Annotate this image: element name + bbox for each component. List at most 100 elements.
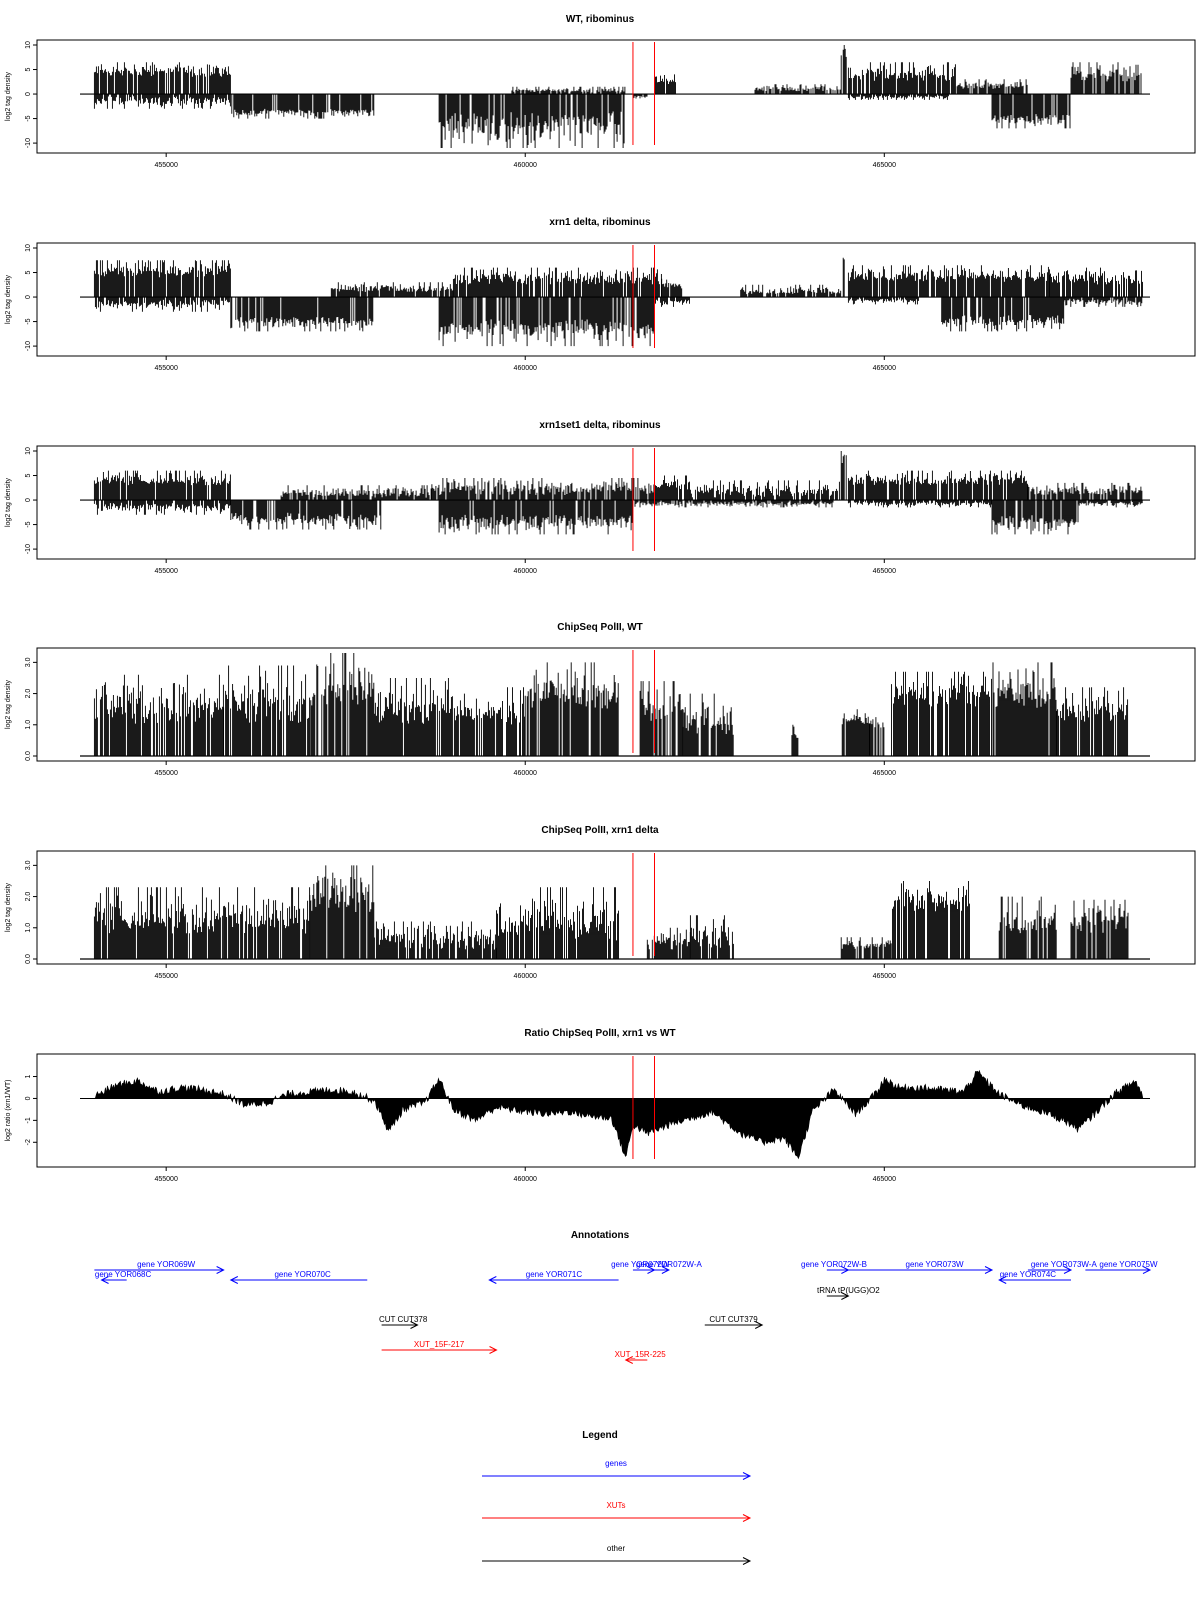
x-tick-label: 455000 (154, 1176, 177, 1183)
legend-panel: Legend genes XUTs other (482, 1430, 752, 1565)
data-bars (93, 94, 231, 109)
track-panel: xrn1set1 delta, ribominus log2 tag densit… (5, 420, 1196, 575)
x-tick-label: 465000 (873, 568, 896, 575)
plot-frame (36, 445, 1196, 560)
y-tick-label: -5 (25, 318, 32, 324)
data-bars (847, 62, 956, 94)
track-title: xrn1set1 delta, ribominus (539, 420, 661, 431)
arrow-head (624, 1356, 633, 1364)
annotation-label: XUT_15R-225 (615, 1350, 667, 1359)
data-bars (689, 480, 840, 500)
annotation-label: tRNA tP(UGG)O2 (817, 1286, 880, 1295)
annotation-label: CUT CUT379 (709, 1315, 758, 1324)
x-tick-label: 455000 (154, 568, 177, 575)
ratio-area (94, 1069, 1144, 1160)
x-tick-label: 460000 (514, 568, 537, 575)
track-panel: WT, ribominus log2 tag density -10 -5 0 5 10 45… (5, 14, 1196, 169)
y-tick-label: 5 (25, 67, 32, 71)
arrow-head (410, 1321, 419, 1329)
track-title: ChipSeq PolII, WT (557, 622, 643, 633)
series-bars (93, 257, 1143, 297)
y-tick-label: 3.0 (25, 860, 32, 870)
data-bars (841, 709, 870, 756)
arrow-head (489, 1346, 498, 1354)
data-bars (840, 451, 847, 500)
data-bars (634, 500, 676, 508)
data-bars (1063, 297, 1143, 307)
data-bars (231, 94, 375, 119)
data-bars (497, 687, 525, 756)
data-bars (639, 681, 684, 756)
y-tick-label: 2.0 (25, 689, 32, 699)
annotation-label: gene YOR072W-B (801, 1260, 867, 1269)
y-tick-label: -10 (25, 138, 32, 148)
data-bars (956, 79, 1028, 94)
data-bars (93, 500, 231, 515)
annotation-feature: tRNA tP(UGG)O2 (817, 1286, 880, 1300)
x-tick-label: 465000 (873, 770, 896, 777)
data-bars (330, 282, 454, 297)
data-bars (438, 500, 633, 535)
data-bars (991, 94, 1071, 129)
y-tick-label: 0.0 (25, 751, 32, 761)
data-bars (223, 887, 311, 959)
y-tick-label: 0 (25, 92, 32, 96)
track-title: Ratio ChipSeq PolII, xrn1 vs WT (524, 1028, 675, 1039)
data-bars (310, 653, 375, 756)
arrow-head (1063, 1266, 1073, 1274)
data-bars (1027, 482, 1143, 500)
data-bars (632, 94, 648, 99)
y-tick-label: 3.0 (25, 657, 32, 667)
y-tick-label: -2 (25, 1139, 32, 1145)
annotation-feature: gene YOR072W-A (636, 1260, 703, 1274)
data-bars (453, 693, 497, 756)
annotation-label: gene YOR073W-A (1031, 1260, 1098, 1269)
x-tick-label: 455000 (154, 365, 177, 372)
data-bars (1070, 62, 1142, 94)
y-tick-label: 1.0 (25, 720, 32, 730)
x-tick-label: 460000 (514, 162, 537, 169)
arrow-head (742, 1514, 752, 1522)
annotation-feature: gene YOR075W (1085, 1260, 1158, 1274)
y-tick-label: 10 (25, 41, 32, 49)
data-bars (654, 297, 690, 307)
x-tick-label: 465000 (873, 365, 896, 372)
annotation-feature: CUT CUT378 (379, 1315, 428, 1329)
y-tick-label: -10 (25, 341, 32, 351)
track-panel: Ratio ChipSeq PolII, xrn1 vs WT log2 rati… (5, 1028, 1196, 1183)
data-bars (646, 927, 691, 959)
arrow-head (661, 1266, 670, 1274)
series-bars (93, 451, 1143, 500)
data-bars (230, 500, 382, 530)
y-tick-label: 5 (25, 270, 32, 274)
x-tick-label: 465000 (873, 973, 896, 980)
annotation-label: gene YOR070C (274, 1270, 331, 1279)
y-tick-label: 10 (25, 447, 32, 455)
data-bars (93, 887, 223, 959)
data-bars (280, 485, 432, 500)
series-bars (93, 653, 1129, 756)
annotation-feature: gene YOR070C (229, 1270, 368, 1284)
data-bars (682, 693, 734, 756)
data-bars (438, 94, 625, 148)
y-tick-label: 0.0 (25, 954, 32, 964)
data-bars (661, 278, 683, 297)
y-tick-label: -10 (25, 544, 32, 554)
data-bars (452, 267, 662, 297)
data-bars (1077, 500, 1143, 508)
data-bars (1070, 899, 1129, 959)
annotation-label: gene YOR072W-A (636, 1260, 703, 1269)
data-bars (431, 478, 655, 500)
annotation-label: gene YOR075W (1099, 1260, 1158, 1269)
annotation-label: gene YOR073W (906, 1260, 965, 1269)
x-tick-label: 465000 (873, 1176, 896, 1183)
data-bars (1049, 267, 1143, 297)
arrow-head (229, 1276, 239, 1284)
plot-frame (36, 647, 1196, 762)
annotation-label: XUT_15F-217 (414, 1340, 465, 1349)
data-bars (847, 297, 919, 305)
track-title: WT, ribominus (566, 14, 635, 25)
series-bars (93, 865, 1129, 959)
annotation-feature: gene YOR069W (94, 1260, 225, 1274)
